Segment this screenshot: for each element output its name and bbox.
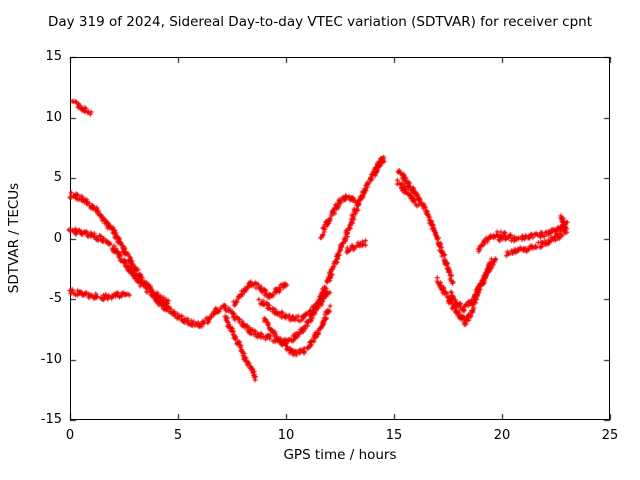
- x-tick-label: 5: [173, 428, 183, 443]
- y-tick-label: 15: [45, 49, 62, 64]
- y-tick-label: -15: [40, 412, 62, 427]
- x-tick-label: 0: [65, 428, 75, 443]
- x-tick-label: 25: [601, 428, 619, 443]
- y-tick-label: 5: [53, 170, 62, 185]
- x-tick-label: 20: [493, 428, 511, 443]
- y-tick-label: 0: [53, 230, 62, 246]
- y-tick-label: 10: [45, 109, 62, 125]
- y-tick-label: -5: [49, 291, 62, 306]
- y-tick-label: -10: [40, 351, 62, 367]
- x-tick-label: 15: [385, 428, 403, 443]
- x-tick-label: 10: [277, 428, 295, 443]
